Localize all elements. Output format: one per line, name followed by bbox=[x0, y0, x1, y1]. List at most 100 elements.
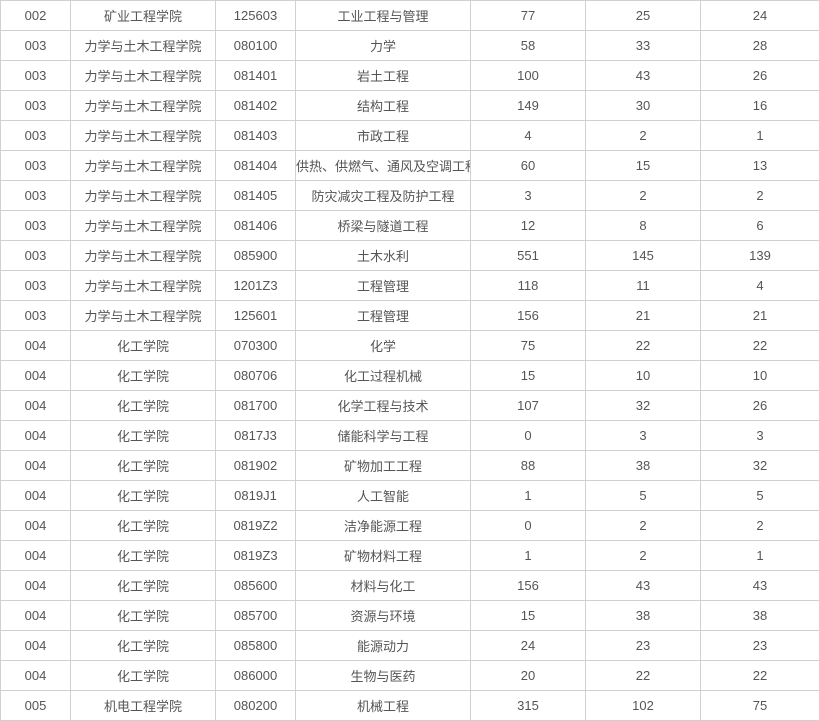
table-cell: 070300 bbox=[216, 331, 296, 361]
table-cell: 化工学院 bbox=[71, 571, 216, 601]
table-cell: 100 bbox=[471, 61, 586, 91]
table-cell: 化工学院 bbox=[71, 331, 216, 361]
table-cell: 机械工程 bbox=[296, 691, 471, 721]
table-cell: 2 bbox=[701, 511, 819, 541]
table-cell: 力学与土木工程学院 bbox=[71, 151, 216, 181]
table-cell: 22 bbox=[586, 661, 701, 691]
table-cell: 桥梁与隧道工程 bbox=[296, 211, 471, 241]
table-cell: 081402 bbox=[216, 91, 296, 121]
table-cell: 22 bbox=[701, 331, 819, 361]
table-cell: 15 bbox=[471, 361, 586, 391]
table-cell: 085600 bbox=[216, 571, 296, 601]
table-row: 003力学与土木工程学院085900土木水利551145139 bbox=[1, 241, 819, 271]
table-cell: 003 bbox=[1, 211, 71, 241]
table-row: 004化工学院081902矿物加工工程883832 bbox=[1, 451, 819, 481]
table-cell: 003 bbox=[1, 61, 71, 91]
table-cell: 081404 bbox=[216, 151, 296, 181]
table-cell: 13 bbox=[701, 151, 819, 181]
table-row: 003力学与土木工程学院081403市政工程421 bbox=[1, 121, 819, 151]
table-cell: 60 bbox=[471, 151, 586, 181]
table-cell: 1 bbox=[471, 481, 586, 511]
table-cell: 力学与土木工程学院 bbox=[71, 241, 216, 271]
table-cell: 118 bbox=[471, 271, 586, 301]
table-cell: 30 bbox=[586, 91, 701, 121]
table-cell: 003 bbox=[1, 91, 71, 121]
table-cell: 力学与土木工程学院 bbox=[71, 271, 216, 301]
table-cell: 2 bbox=[586, 541, 701, 571]
table-cell: 化工过程机械 bbox=[296, 361, 471, 391]
table-row: 003力学与土木工程学院1201Z3工程管理118114 bbox=[1, 271, 819, 301]
table-cell: 20 bbox=[471, 661, 586, 691]
table-row: 003力学与土木工程学院081402结构工程1493016 bbox=[1, 91, 819, 121]
table-cell: 22 bbox=[701, 661, 819, 691]
table-cell: 化学 bbox=[296, 331, 471, 361]
table-cell: 化学工程与技术 bbox=[296, 391, 471, 421]
table-cell: 32 bbox=[701, 451, 819, 481]
table-row: 004化工学院0817J3储能科学与工程033 bbox=[1, 421, 819, 451]
table-cell: 力学与土木工程学院 bbox=[71, 31, 216, 61]
table-cell: 化工学院 bbox=[71, 481, 216, 511]
table-cell: 化工学院 bbox=[71, 391, 216, 421]
table-cell: 156 bbox=[471, 301, 586, 331]
table-cell: 125603 bbox=[216, 1, 296, 31]
table-cell: 081700 bbox=[216, 391, 296, 421]
table-cell: 洁净能源工程 bbox=[296, 511, 471, 541]
table-cell: 080100 bbox=[216, 31, 296, 61]
table-cell: 岩土工程 bbox=[296, 61, 471, 91]
table-row: 004化工学院0819Z2洁净能源工程022 bbox=[1, 511, 819, 541]
table-cell: 26 bbox=[701, 391, 819, 421]
table-cell: 力学与土木工程学院 bbox=[71, 211, 216, 241]
table-cell: 003 bbox=[1, 151, 71, 181]
table-cell: 107 bbox=[471, 391, 586, 421]
table-cell: 081403 bbox=[216, 121, 296, 151]
table-cell: 8 bbox=[586, 211, 701, 241]
table-row: 004化工学院070300化学752222 bbox=[1, 331, 819, 361]
table-cell: 10 bbox=[586, 361, 701, 391]
table-cell: 26 bbox=[701, 61, 819, 91]
table-cell: 材料与化工 bbox=[296, 571, 471, 601]
table-cell: 2 bbox=[586, 181, 701, 211]
table-row: 002矿业工程学院125603工业工程与管理772524 bbox=[1, 1, 819, 31]
table-cell: 23 bbox=[586, 631, 701, 661]
table-cell: 供热、供燃气、通风及空调工程 bbox=[296, 151, 471, 181]
table-cell: 004 bbox=[1, 601, 71, 631]
table-cell: 生物与医药 bbox=[296, 661, 471, 691]
table-cell: 003 bbox=[1, 271, 71, 301]
table-cell: 2 bbox=[586, 511, 701, 541]
table-cell: 28 bbox=[701, 31, 819, 61]
table-cell: 086000 bbox=[216, 661, 296, 691]
table-cell: 4 bbox=[701, 271, 819, 301]
table-cell: 23 bbox=[701, 631, 819, 661]
table-cell: 24 bbox=[701, 1, 819, 31]
table-cell: 551 bbox=[471, 241, 586, 271]
table-cell: 防灾减灾工程及防护工程 bbox=[296, 181, 471, 211]
table-cell: 102 bbox=[586, 691, 701, 721]
table-cell: 77 bbox=[471, 1, 586, 31]
table-cell: 003 bbox=[1, 241, 71, 271]
table-cell: 32 bbox=[586, 391, 701, 421]
table-cell: 004 bbox=[1, 421, 71, 451]
table-cell: 2 bbox=[701, 181, 819, 211]
table-cell: 16 bbox=[701, 91, 819, 121]
table-cell: 化工学院 bbox=[71, 541, 216, 571]
table-cell: 化工学院 bbox=[71, 601, 216, 631]
table-cell: 004 bbox=[1, 571, 71, 601]
table-cell: 力学与土木工程学院 bbox=[71, 181, 216, 211]
table-row: 004化工学院081700化学工程与技术1073226 bbox=[1, 391, 819, 421]
table-cell: 6 bbox=[701, 211, 819, 241]
table-cell: 005 bbox=[1, 691, 71, 721]
table-cell: 58 bbox=[471, 31, 586, 61]
table-cell: 33 bbox=[586, 31, 701, 61]
table-cell: 004 bbox=[1, 331, 71, 361]
table-cell: 结构工程 bbox=[296, 91, 471, 121]
table-cell: 2 bbox=[586, 121, 701, 151]
table-cell: 1 bbox=[471, 541, 586, 571]
table-cell: 004 bbox=[1, 391, 71, 421]
table-cell: 化工学院 bbox=[71, 511, 216, 541]
table-cell: 75 bbox=[701, 691, 819, 721]
table-cell: 004 bbox=[1, 661, 71, 691]
table-cell: 0 bbox=[471, 511, 586, 541]
table-cell: 0 bbox=[471, 421, 586, 451]
table-cell: 004 bbox=[1, 541, 71, 571]
table-cell: 0819J1 bbox=[216, 481, 296, 511]
